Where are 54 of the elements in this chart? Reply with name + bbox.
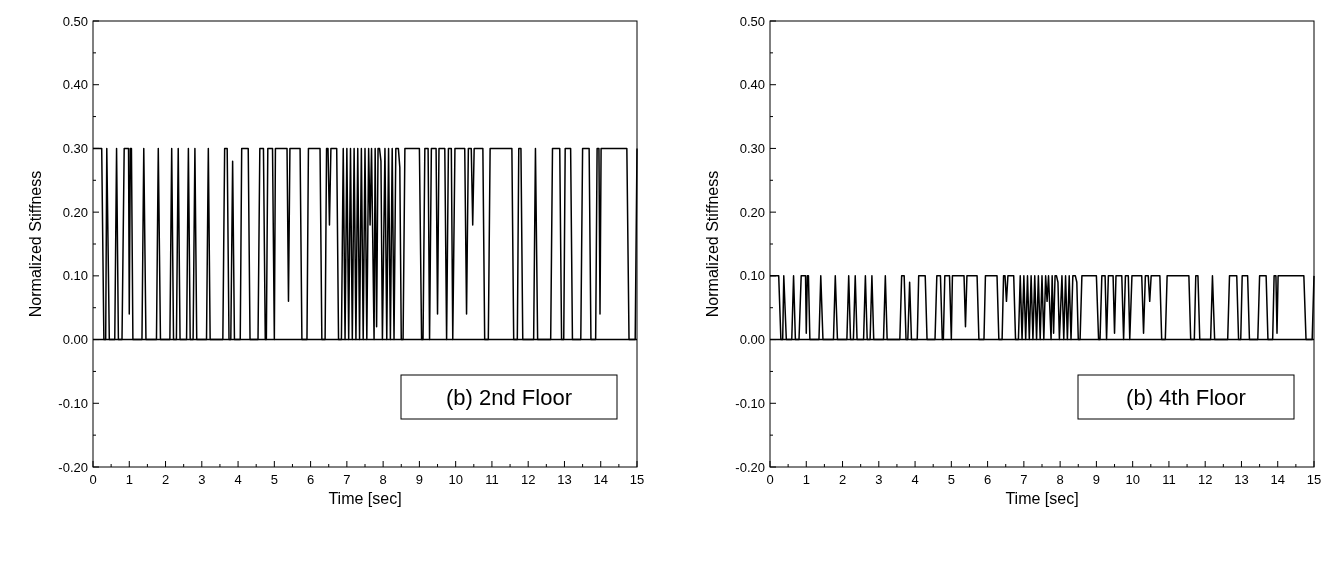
x-tick-label: 11 bbox=[1162, 472, 1176, 487]
y-tick-label: 0.40 bbox=[62, 77, 88, 93]
x-tick-label: 12 bbox=[1197, 472, 1213, 487]
y-tick-label: 0.30 bbox=[739, 140, 765, 156]
x-tick-label: 3 bbox=[875, 472, 883, 487]
x-tick-label: 7 bbox=[1020, 472, 1028, 487]
y-tick-label: 0.50 bbox=[739, 13, 765, 29]
y-tick-label: 0.50 bbox=[62, 13, 88, 29]
x-tick-label: 6 bbox=[306, 472, 315, 487]
x-tick-label: 2 bbox=[161, 472, 170, 487]
x-tick-label: 1 bbox=[125, 472, 133, 487]
y-tick-label: 0.00 bbox=[739, 332, 765, 348]
x-tick-label: 12 bbox=[520, 472, 536, 487]
y-tick-label: 0.00 bbox=[62, 332, 88, 348]
x-tick-label: 7 bbox=[343, 472, 351, 487]
x-tick-label: 5 bbox=[270, 472, 278, 487]
y-tick-label: 0.40 bbox=[739, 77, 765, 93]
x-tick-label: 5 bbox=[947, 472, 955, 487]
x-tick-label: 15 bbox=[1306, 472, 1322, 487]
x-tick-label: 2 bbox=[838, 472, 847, 487]
x-axis-title: Time [sec] bbox=[1005, 490, 1079, 507]
y-tick-label: 0.10 bbox=[62, 268, 88, 284]
x-tick-label: 14 bbox=[593, 472, 608, 487]
x-tick-label: 9 bbox=[1092, 472, 1101, 487]
x-tick-label: 8 bbox=[1056, 472, 1064, 487]
y-tick-label: 0.10 bbox=[739, 268, 765, 284]
x-tick-label: 4 bbox=[911, 472, 919, 487]
x-tick-label: 9 bbox=[415, 472, 424, 487]
x-tick-label: 11 bbox=[485, 472, 499, 487]
x-tick-label: 15 bbox=[629, 472, 645, 487]
y-tick-label: -0.20 bbox=[58, 459, 88, 475]
x-tick-label: 1 bbox=[802, 472, 810, 487]
x-axis-title: Time [sec] bbox=[328, 490, 402, 507]
y-axis-title: Normalized Stiffness bbox=[704, 170, 721, 318]
x-tick-label: 10 bbox=[1125, 472, 1140, 487]
y-tick-label: 0.30 bbox=[62, 140, 88, 156]
x-tick-label: 8 bbox=[379, 472, 387, 487]
x-tick-label: 13 bbox=[1234, 472, 1249, 487]
x-tick-label: 14 bbox=[1270, 472, 1285, 487]
y-tick-label: 0.20 bbox=[739, 204, 765, 220]
x-tick-label: 3 bbox=[198, 472, 206, 487]
x-tick-label: 4 bbox=[234, 472, 242, 487]
x-tick-label: 0 bbox=[766, 472, 774, 487]
y-tick-label: -0.10 bbox=[735, 395, 765, 411]
x-tick-label: 10 bbox=[448, 472, 463, 487]
x-tick-label: 6 bbox=[983, 472, 992, 487]
annotation: (b) 4th Floor bbox=[1126, 385, 1246, 410]
x-tick-label: 13 bbox=[557, 472, 572, 487]
y-tick-label: 0.20 bbox=[62, 204, 88, 220]
annotation: (b) 2nd Floor bbox=[446, 385, 572, 410]
y-tick-label: -0.20 bbox=[735, 459, 765, 475]
y-tick-label: -0.10 bbox=[58, 395, 88, 411]
x-tick-label: 0 bbox=[89, 472, 97, 487]
y-axis-title: Normalized Stiffness bbox=[27, 170, 44, 318]
